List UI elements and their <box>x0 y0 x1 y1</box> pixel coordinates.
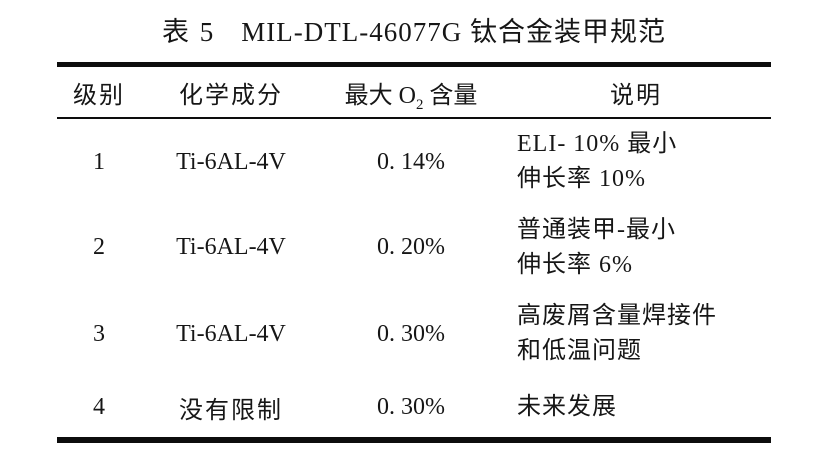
description-line: 和低温问题 <box>517 338 642 364</box>
description-cell: 普通装甲-最小 伸长率 6% <box>501 213 771 283</box>
grade-cell: 2 <box>93 234 105 260</box>
composition-cell: Ti-6AL-4V <box>176 320 286 347</box>
description-line: 未来发展 <box>517 394 617 420</box>
max-o2-header-post: 含量 <box>423 82 478 109</box>
col-header-description: 说明 <box>610 82 662 109</box>
description-line: 伸长率 6% <box>517 251 633 278</box>
description-cell: 高废屑含量焊接件 和低温问题 <box>501 299 771 369</box>
col-header-composition: 化学成分 <box>179 82 283 109</box>
table-number: 表 5 <box>162 17 216 47</box>
col-header-grade: 级别 <box>73 82 125 109</box>
table-row-grade-4: 4 没有限制 0. 30% 未来发展 <box>57 378 771 437</box>
grade-cell: 3 <box>93 320 105 347</box>
table-header-row: 级别 化学成分 最大 O2 含量 说明 <box>57 67 771 119</box>
table-row-grade-1: 1 Ti-6AL-4V 0. 14% ELI- 10% 最小 伸长率 10% <box>57 119 771 205</box>
description-cell: 未来发展 <box>501 390 771 425</box>
description-line: 普通装甲-最小 <box>517 216 676 243</box>
grade-cell: 4 <box>93 394 105 420</box>
max-o2-cell: 0. 30% <box>377 320 445 347</box>
max-o2-header-pre: 最大 O <box>344 82 416 109</box>
max-o2-cell: 0. 20% <box>377 234 445 260</box>
col-header-max-o2: 最大 O2 含量 <box>321 75 501 113</box>
description-line: 伸长率 10% <box>517 166 646 192</box>
table-row-grade-3: 3 Ti-6AL-4V 0. 30% 高废屑含量焊接件 和低温问题 <box>57 290 771 378</box>
composition-cell: Ti-6AL-4V <box>176 148 286 175</box>
composition-cell: Ti-6AL-4V <box>176 234 286 260</box>
table-row-grade-2: 2 Ti-6AL-4V 0. 20% 普通装甲-最小 伸长率 6% <box>57 205 771 290</box>
o2-subscript: 2 <box>415 96 424 113</box>
description-line: 高废屑含量焊接件 <box>517 303 717 329</box>
grade-cell: 1 <box>93 148 105 175</box>
table-title-text: MIL-DTL-46077G 钛合金装甲规范 <box>241 17 666 47</box>
spec-table: 级别 化学成分 最大 O2 含量 说明 1 Ti-6AL-4V 0. 14% E… <box>57 62 771 443</box>
description-cell: ELI- 10% 最小 伸长率 10% <box>501 127 771 197</box>
max-o2-cell: 0. 30% <box>377 394 445 420</box>
description-line: ELI- 10% 最小 <box>517 131 678 157</box>
composition-cell: 没有限制 <box>179 398 283 424</box>
table-caption: 表 5 MIL-DTL-46077G 钛合金装甲规范 <box>57 10 771 49</box>
max-o2-cell: 0. 14% <box>377 148 445 175</box>
